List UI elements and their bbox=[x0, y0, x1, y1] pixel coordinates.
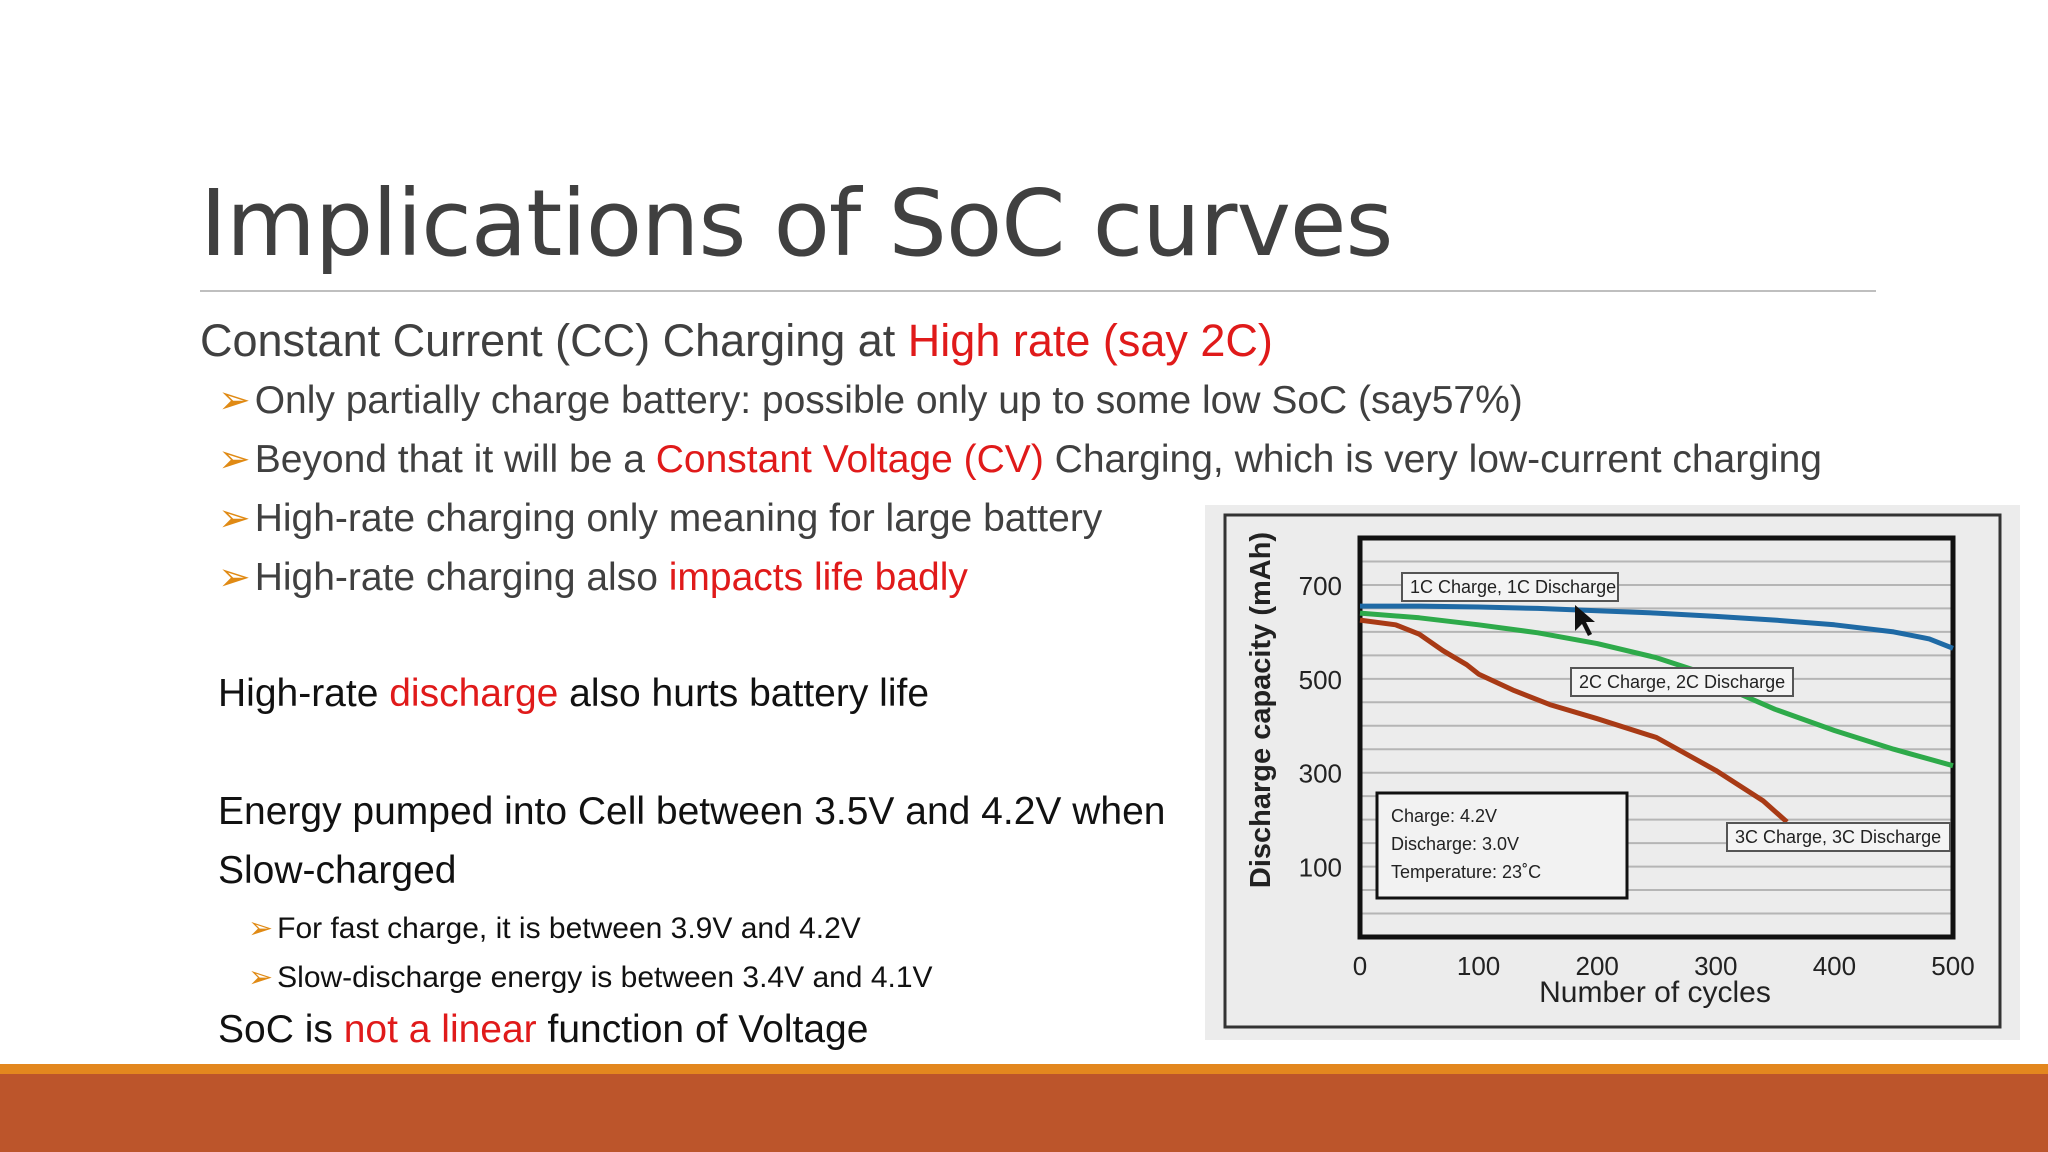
series-labels: 1C Charge, 1C Discharge 2C Charge, 2C Dis… bbox=[1401, 572, 1951, 852]
sub-bullet-slow-discharge: ➢ Slow-discharge energy is between 3.4V a… bbox=[248, 960, 933, 995]
soc-text: SoC is bbox=[218, 1008, 344, 1051]
bullet-text: High-rate charging only meaning for larg… bbox=[254, 497, 1103, 540]
discharge-line: High-rate discharge also hurts battery l… bbox=[218, 672, 929, 716]
x-tick-label: 100 bbox=[1457, 951, 1500, 981]
conditions-box-border bbox=[1375, 791, 1629, 900]
series-label-1: 1C Charge, 1C Discharge bbox=[1410, 577, 1616, 597]
series-line-1 bbox=[1360, 603, 1954, 651]
bullet-text: Beyond that it will be a bbox=[254, 438, 656, 481]
sub-bullet-text: Slow-discharge energy is between 3.4V an… bbox=[277, 961, 933, 994]
discharge-text-end: also hurts battery life bbox=[558, 672, 930, 715]
subheading: Constant Current (CC) Charging at High r… bbox=[200, 315, 1273, 367]
x-axis-label: Number of cycles bbox=[1539, 976, 1771, 1009]
y-tick-label: 300 bbox=[1299, 759, 1342, 789]
x-tick-label: 400 bbox=[1813, 951, 1856, 981]
series-label-box-2 bbox=[1570, 667, 1794, 697]
bullet-partial-charge: ➢ Only partially charge battery: possible… bbox=[218, 378, 1523, 423]
sub-bullet-text: For fast charge, it is between 3.9V and … bbox=[277, 912, 861, 945]
condition-charge: Charge: 4.2V bbox=[1391, 806, 1497, 826]
slide-title: Implications of SoC curves bbox=[200, 170, 1393, 277]
series-label-3: 3C Charge, 3C Discharge bbox=[1735, 827, 1941, 847]
chart-image-frame: 100 300 500 700 0 100 200 300 400 500 Discharge … bbox=[1205, 505, 2020, 1040]
condition-temperature: Temperature: 23˚C bbox=[1391, 862, 1541, 882]
bullet-arrow-icon: ➢ bbox=[218, 556, 251, 599]
subheading-text: Constant Current (CC) Charging at bbox=[200, 315, 908, 366]
plot-area-border bbox=[1357, 535, 1956, 940]
y-axis-label: Discharge capacity (mAh) bbox=[1245, 532, 1277, 888]
bullet-arrow-icon: ➢ bbox=[218, 438, 251, 481]
x-tick-label: 0 bbox=[1353, 951, 1367, 981]
x-tick-label: 300 bbox=[1694, 951, 1737, 981]
x-tick-label: 200 bbox=[1576, 951, 1619, 981]
bullet-arrow-icon: ➢ bbox=[218, 497, 251, 540]
discharge-text: High-rate bbox=[218, 672, 390, 715]
sub-bullet-fast-charge: ➢ For fast charge, it is between 3.9V and… bbox=[248, 911, 861, 946]
title-divider bbox=[200, 290, 1876, 292]
chart-outer-border bbox=[1223, 513, 2002, 1029]
bullet-text: Only partially charge battery: possible … bbox=[254, 379, 1523, 422]
bullet-highlight: impacts life badly bbox=[668, 556, 968, 599]
soc-line: SoC is not a linear function of Voltage bbox=[218, 1008, 868, 1052]
energy-line-2: Slow-charged bbox=[218, 849, 457, 892]
subheading-highlight: High rate (say 2C) bbox=[907, 315, 1273, 366]
series-label-box-1 bbox=[1401, 572, 1619, 602]
cursor-pointer-icon bbox=[1575, 605, 1595, 636]
bullet-constant-voltage: ➢ Beyond that it will be a Constant Volta… bbox=[218, 437, 1822, 482]
condition-discharge: Discharge: 3.0V bbox=[1391, 834, 1519, 854]
y-tick-label: 500 bbox=[1299, 665, 1342, 695]
x-tick-labels: 0 100 200 300 400 500 bbox=[1353, 951, 1975, 981]
bullet-arrow-icon: ➢ bbox=[218, 379, 251, 422]
sub-bullet-arrow-icon: ➢ bbox=[248, 912, 274, 945]
series-label-2: 2C Charge, 2C Discharge bbox=[1579, 672, 1785, 692]
bullet-highlight: Constant Voltage (CV) bbox=[655, 438, 1044, 481]
footer-accent-bar bbox=[0, 1064, 2048, 1074]
y-tick-labels: 100 300 500 700 bbox=[1299, 571, 1342, 883]
series-line-3 bbox=[1359, 617, 1789, 824]
discharge-highlight: discharge bbox=[389, 672, 559, 715]
soc-text-end: function of Voltage bbox=[536, 1008, 869, 1051]
footer-bar bbox=[0, 1074, 2048, 1152]
y-tick-label: 100 bbox=[1299, 853, 1342, 883]
bullet-text-end: Charging, which is very low-current char… bbox=[1043, 438, 1822, 481]
sub-bullet-arrow-icon: ➢ bbox=[248, 961, 274, 994]
conditions-box: Charge: 4.2V Discharge: 3.0V Temperature… bbox=[1375, 791, 1629, 900]
bullet-impacts-life: ➢ High-rate charging also impacts life ba… bbox=[218, 555, 968, 600]
y-tick-label: 700 bbox=[1299, 571, 1342, 601]
energy-line-1: Energy pumped into Cell between 3.5V and… bbox=[218, 790, 1166, 833]
discharge-capacity-chart: 100 300 500 700 0 100 200 300 400 500 Discharge … bbox=[1223, 513, 2002, 1029]
bullet-text: High-rate charging also bbox=[254, 556, 669, 599]
bullet-large-battery: ➢ High-rate charging only meaning for lar… bbox=[218, 496, 1102, 541]
series-line-2 bbox=[1359, 610, 1954, 769]
soc-highlight: not a linear bbox=[343, 1008, 537, 1051]
x-tick-label: 500 bbox=[1931, 951, 1974, 981]
series-label-box-3 bbox=[1726, 822, 1951, 852]
series-lines bbox=[1359, 603, 1954, 824]
